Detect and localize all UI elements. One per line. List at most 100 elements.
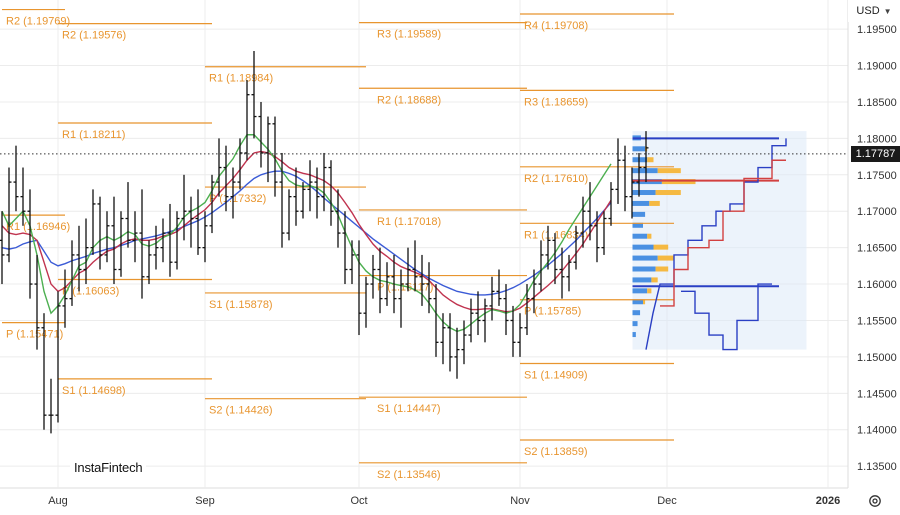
ohlc-bar [307, 160, 313, 212]
ohlc-bar [314, 167, 320, 219]
price-tick-label: 1.16000 [857, 279, 897, 291]
ohlc-bar [643, 131, 649, 183]
ohlc-bar [587, 182, 593, 241]
ohlc-bar [139, 189, 145, 299]
volume-profile-bar-orange [655, 266, 669, 272]
ohlc-bar [132, 211, 138, 263]
price-tick-label: 1.19500 [857, 24, 897, 36]
currency-selector-button[interactable]: USD ▼ [848, 0, 900, 22]
ohlc-bar [230, 167, 236, 219]
ohlc-bar [489, 276, 495, 321]
pivot-label: R2 (1.18688) [377, 94, 441, 106]
ohlc-bar [251, 50, 257, 139]
pivot-label: P (1.16063) [62, 285, 119, 297]
ohlc-bar [321, 152, 327, 212]
price-axis[interactable]: 1.19500 1.19000 1.18500 1.18000 1.17500 1.170… [857, 24, 897, 473]
price-tick-label: 1.15500 [857, 315, 897, 327]
ohlc-bar [20, 167, 26, 226]
ohlc-bar [384, 262, 390, 306]
candlesticks [0, 50, 649, 434]
ohlc-bar [573, 225, 579, 270]
volume-profile-bar-blue [632, 288, 648, 294]
ohlc-bar [342, 211, 348, 285]
date-tick-label: Aug [48, 495, 68, 507]
pivot-label: R2 (1.19576) [62, 30, 126, 42]
chevron-down-icon: ▼ [883, 6, 892, 16]
ohlc-bar [356, 240, 362, 336]
pivot-label: R3 (1.19589) [377, 29, 441, 41]
price-tick-label: 1.15000 [857, 352, 897, 364]
pivot-label: R2 (1.17610) [524, 173, 588, 185]
ohlc-bar [475, 291, 481, 336]
volume-profile-bar-blue [632, 310, 641, 316]
price-tick-label: 1.13500 [857, 461, 897, 473]
pivot-label: R2 (1.19769) [6, 16, 70, 28]
moving-average-line [1, 170, 612, 296]
date-tick-label: Dec [657, 495, 677, 507]
volume-profile-bar-blue [632, 255, 658, 261]
ohlc-bar [433, 284, 439, 357]
pivot-label: S2 (1.13546) [377, 469, 441, 481]
watermark-logo: InstaFintech [70, 457, 147, 478]
ohlc-bar [440, 313, 446, 365]
settings-button[interactable] [866, 492, 884, 510]
pivot-label: R1 (1.18211) [62, 129, 125, 141]
volume-profile-bar-blue [632, 168, 658, 174]
volume-profile-bar-blue [632, 157, 648, 163]
volume-profile-bar-blue [632, 321, 638, 327]
volume-profile [632, 131, 807, 350]
ohlc-bar [349, 240, 355, 285]
pivot-label: S2 (1.13859) [524, 446, 588, 458]
volume-profile-bar-orange [643, 299, 646, 305]
ohlc-bar [377, 247, 383, 314]
date-tick-label: Oct [350, 495, 367, 507]
ohlc-bar [279, 152, 285, 248]
ohlc-bar [538, 240, 544, 292]
ohlc-bar [34, 254, 40, 350]
pivot-label: R1 (1.16946) [6, 221, 70, 233]
price-tick-label: 1.17500 [857, 170, 897, 182]
ohlc-bar [41, 313, 47, 430]
ohlc-bar [181, 174, 187, 241]
ohlc-bar [517, 313, 523, 357]
ohlc-bar [62, 269, 68, 328]
ohlc-bar [0, 211, 5, 285]
volume-profile-bar-orange [651, 277, 658, 283]
ohlc-bar [69, 240, 75, 306]
pivot-label: R3 (1.18659) [524, 96, 588, 108]
ohlc-bar [174, 211, 180, 270]
volume-profile-bar-blue [632, 233, 648, 239]
pivot-label: P (1.15471) [6, 329, 63, 341]
pivot-label: S1 (1.15878) [209, 299, 273, 311]
ohlc-bar [153, 225, 159, 270]
ohlc-bar [146, 240, 152, 285]
ohlc-bar [531, 269, 537, 314]
volume-profile-bar-blue [632, 244, 654, 250]
volume-profile-bar-orange [647, 233, 652, 239]
pivot-label: P (1.17332) [209, 193, 266, 205]
price-tick-label: 1.16500 [857, 243, 897, 255]
price-tick-label: 1.14500 [857, 388, 897, 400]
ohlc-bar [237, 138, 243, 190]
pivot-label: P (1.16117) [377, 282, 433, 294]
pivot-label: S1 (1.14909) [524, 370, 588, 382]
ohlc-bar [328, 160, 334, 226]
volume-profile-bar-orange [657, 168, 681, 174]
ohlc-bar [496, 269, 502, 306]
volume-profile-bar-blue [632, 146, 646, 152]
volume-profile-bar-orange [649, 200, 660, 206]
ohlc-bar [13, 145, 19, 212]
ohlc-bar [118, 211, 124, 277]
currency-label: USD [856, 5, 880, 17]
ohlc-bar [426, 262, 432, 314]
time-axis[interactable]: Aug Sep Oct Nov Dec 2026 [48, 495, 840, 507]
ohlc-bar [300, 182, 306, 219]
ohlc-bar [510, 305, 516, 357]
ohlc-bar [83, 218, 89, 285]
ohlc-bar [412, 240, 418, 292]
ohlc-bar [545, 225, 551, 270]
last-price-badge: 1.17787 [851, 145, 900, 162]
date-tick-label: Sep [195, 495, 215, 507]
